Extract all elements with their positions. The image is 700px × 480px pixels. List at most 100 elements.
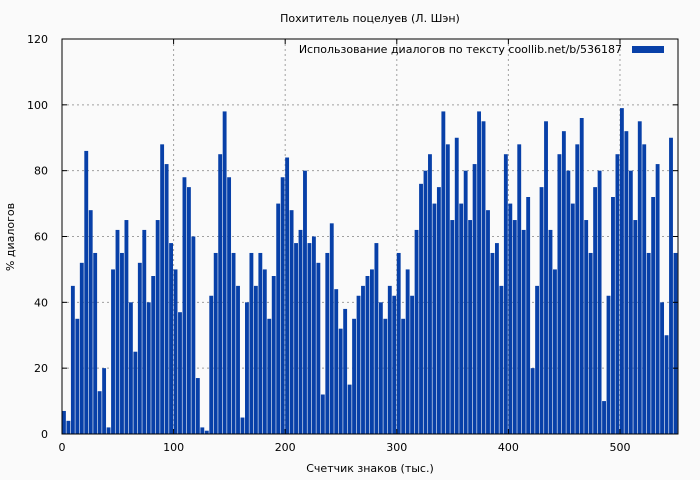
data-bar	[106, 427, 111, 434]
data-bar	[178, 312, 182, 434]
data-bar	[75, 318, 80, 434]
data-bar	[651, 197, 656, 434]
data-bar	[633, 220, 638, 434]
data-bar	[142, 229, 147, 434]
y-tick-label: 60	[34, 231, 48, 244]
data-bar	[499, 285, 504, 434]
legend-swatch	[632, 46, 664, 53]
data-bar	[602, 401, 606, 434]
data-bar	[191, 236, 196, 434]
data-bar	[151, 276, 156, 434]
data-bar	[378, 302, 383, 434]
data-bar	[588, 252, 593, 434]
data-bar	[419, 183, 423, 434]
data-bar	[539, 187, 544, 434]
data-bar	[236, 285, 240, 434]
data-bar	[548, 229, 553, 434]
y-tick-label: 120	[27, 33, 48, 46]
data-bar	[432, 203, 437, 434]
data-bar	[410, 295, 415, 434]
data-bar	[84, 150, 89, 434]
data-bar	[370, 269, 374, 434]
data-bar	[561, 131, 566, 434]
data-bar	[566, 170, 571, 434]
data-bar	[155, 220, 160, 434]
data-bar	[463, 170, 468, 434]
x-tick-label: 100	[163, 441, 184, 454]
x-axis-label: Счетчик знаков (тыс.)	[306, 462, 434, 475]
data-bar	[597, 170, 602, 434]
data-bar	[660, 302, 665, 434]
data-bar	[93, 252, 98, 434]
data-bar	[146, 302, 151, 434]
data-bar	[222, 111, 227, 435]
data-bar	[624, 131, 629, 434]
data-bar	[579, 118, 584, 434]
data-bar	[276, 203, 281, 434]
data-bar	[289, 210, 294, 434]
data-bar	[307, 243, 312, 434]
data-bar	[450, 220, 455, 434]
data-bar	[428, 154, 432, 435]
data-bar	[356, 295, 361, 434]
data-bar	[468, 220, 473, 434]
data-bar	[111, 269, 115, 434]
data-bar	[186, 187, 191, 434]
data-bar	[334, 289, 339, 434]
data-bar	[405, 269, 410, 434]
data-bar	[231, 252, 236, 434]
data-bar	[673, 252, 678, 434]
data-bar	[619, 108, 624, 434]
data-bar	[285, 157, 290, 434]
data-bar	[133, 351, 138, 434]
data-bar	[338, 328, 343, 434]
data-bar	[173, 269, 178, 434]
data-bar	[436, 187, 441, 434]
data-bar	[655, 164, 660, 435]
x-tick-label: 500	[609, 441, 630, 454]
data-bar	[253, 285, 258, 434]
legend-label: Использование диалогов по тексту coollib…	[299, 43, 622, 56]
data-bar	[646, 252, 651, 434]
data-bar	[414, 229, 419, 434]
data-bar	[575, 144, 580, 435]
data-bar	[557, 154, 562, 435]
x-tick-label: 0	[59, 441, 66, 454]
data-bar	[218, 154, 223, 435]
data-bar	[365, 276, 370, 434]
data-bar	[374, 243, 379, 434]
data-bar	[490, 252, 495, 434]
data-bar	[298, 229, 303, 434]
data-bar	[97, 391, 102, 434]
data-bar	[392, 295, 397, 434]
data-bar	[70, 285, 75, 434]
data-bar	[267, 318, 272, 434]
data-bar	[383, 318, 388, 434]
data-bar	[517, 144, 522, 435]
data-bar	[160, 144, 165, 435]
data-bar	[401, 318, 406, 434]
y-tick-label: 0	[41, 428, 48, 441]
data-bar	[303, 170, 307, 434]
data-bar	[347, 384, 352, 434]
data-bar	[320, 394, 325, 434]
data-bar	[169, 243, 173, 434]
data-bar	[606, 295, 611, 434]
y-tick-label: 100	[27, 99, 48, 112]
chart-title: Похититель поцелуев (Л. Шэн)	[280, 12, 460, 25]
data-bar	[88, 210, 93, 434]
data-bar	[486, 210, 490, 434]
data-bar	[120, 252, 124, 434]
data-bar	[311, 236, 316, 434]
data-bar	[396, 252, 401, 434]
data-bar	[209, 295, 214, 434]
data-bar	[508, 203, 513, 434]
data-bar	[584, 220, 589, 434]
data-bar	[79, 262, 84, 434]
data-bar	[200, 427, 205, 434]
data-bar	[245, 302, 249, 434]
data-bar	[361, 285, 365, 434]
data-bar	[102, 368, 107, 434]
y-tick-label: 20	[34, 362, 48, 375]
data-bar	[137, 262, 142, 434]
